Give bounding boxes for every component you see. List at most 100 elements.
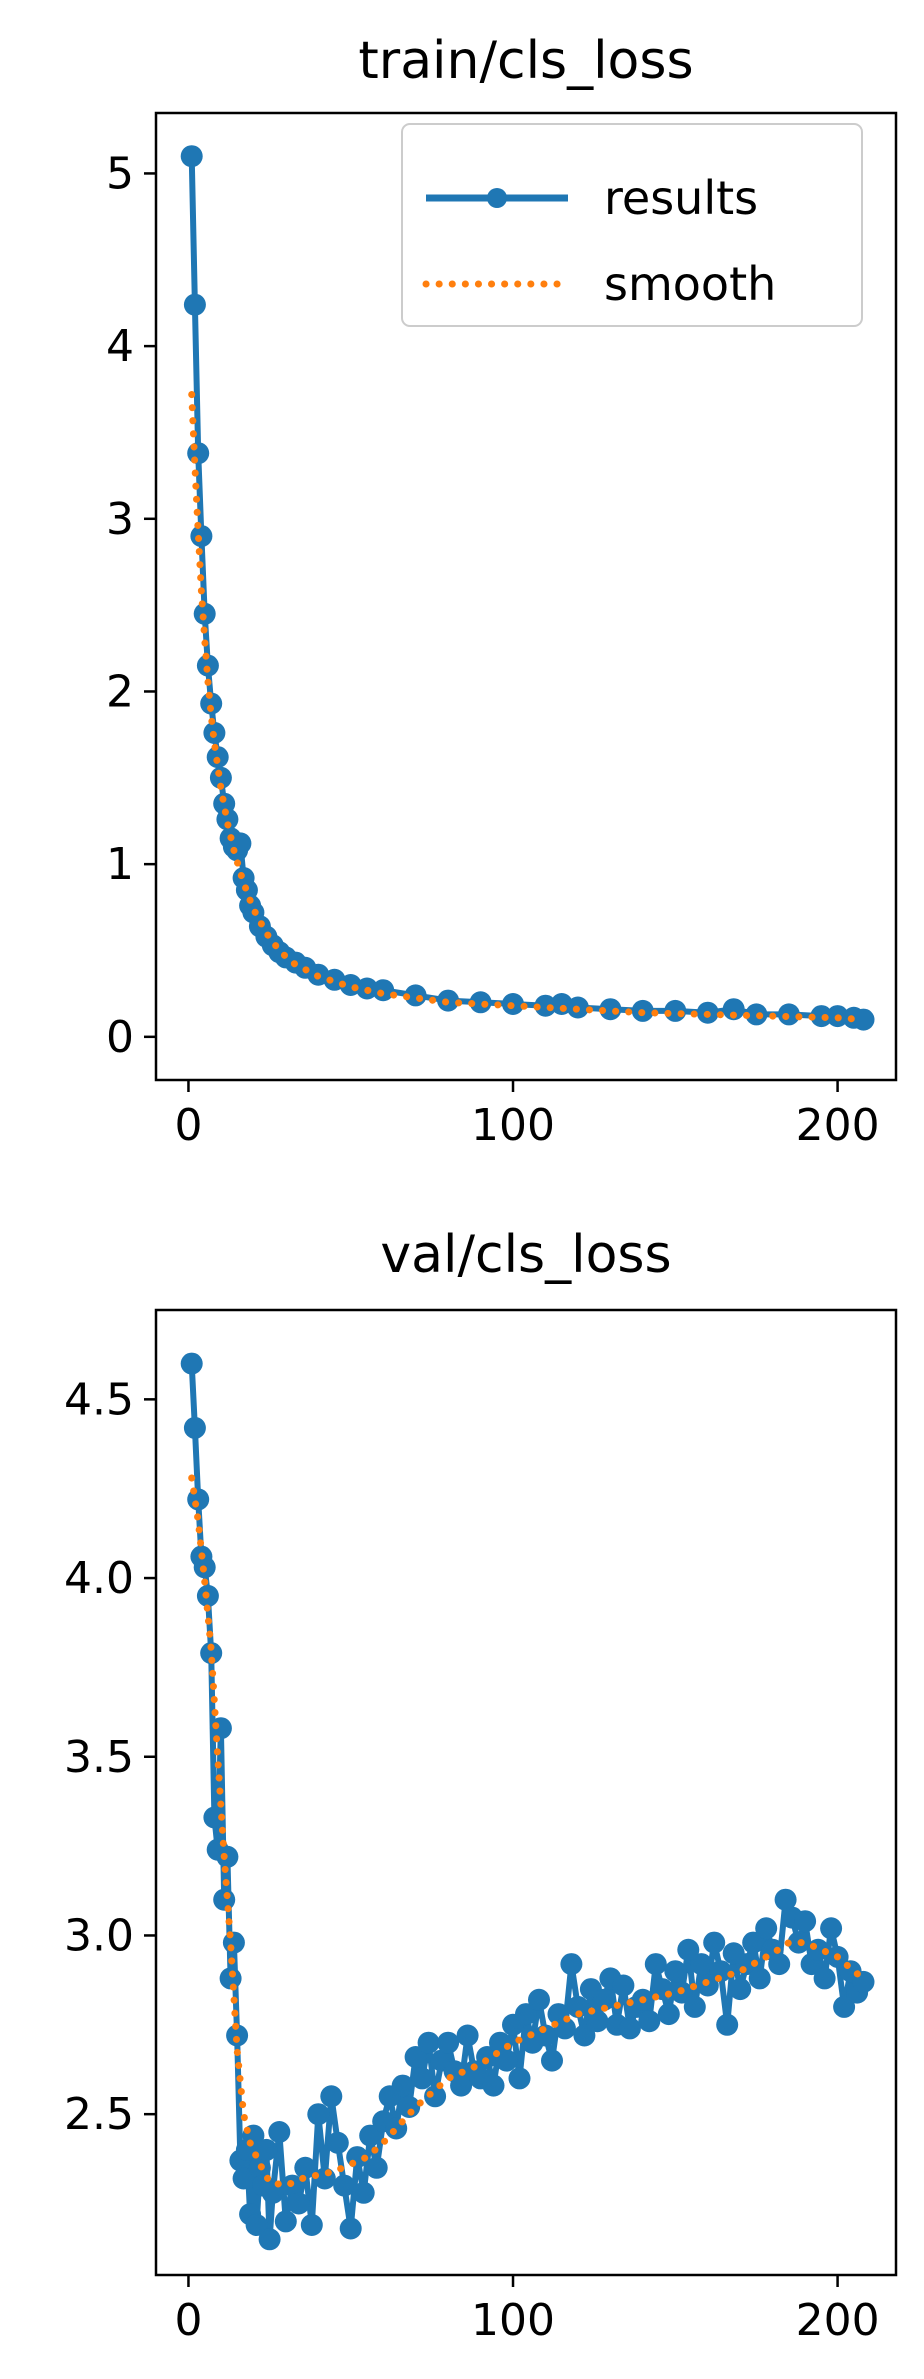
series-line-results [188,1363,867,2243]
series-layer [180,145,875,1031]
data-point [716,2013,739,2036]
data-point [709,1960,732,1983]
data-point [219,1967,242,1990]
data-point [768,1953,791,1976]
data-point [703,1931,726,1954]
data-point [258,2228,281,2251]
y-tick-label: 4.0 [64,1553,134,1604]
data-point [180,1352,203,1375]
data-point [722,998,745,1021]
data-point [664,1960,687,1983]
data-point [372,979,395,1002]
legend-box [401,123,863,327]
data-point [810,1005,833,1028]
x-tick-label: 200 [796,2295,880,2346]
data-point [287,2192,310,2215]
data-point [541,2049,563,2072]
plot-frame [154,1308,898,2277]
data-point [612,1974,635,1997]
data-point [644,1953,667,1976]
data-point [200,692,223,715]
data-point [437,2031,460,2054]
legend-marker-results [487,188,507,208]
data-point [482,2074,505,2097]
data-point [729,1978,752,2001]
data-point [391,2074,414,2097]
data-point [216,808,239,831]
data-point [183,1416,206,1439]
data-point [326,2131,349,2154]
chart-panel-val: val/cls_loss 2.5 3.0 3.5 4.0 4.5 0 100 200 [64,1225,898,2346]
data-point [774,1888,797,1911]
data-point [820,1917,843,1940]
data-point [203,1806,226,1829]
data-point [417,2031,440,2054]
data-point [365,2156,388,2179]
data-point [515,2003,537,2026]
data-point [755,1917,778,1940]
data-point [196,654,219,677]
data-point [748,1967,771,1990]
data-point [307,2103,330,2126]
data-point [794,1910,817,1933]
data-point [657,2003,680,2026]
legend: results smooth [401,123,863,327]
chart-title: val/cls_loss [380,1225,671,1285]
data-point [638,2010,661,2033]
y-tick-label: 5 [106,148,134,199]
data-point [232,2167,255,2190]
data-point [777,1003,800,1026]
y-tick-label: 4 [106,321,134,372]
y-tick-label: 0 [106,1012,134,1063]
data-point [683,1995,706,2018]
data-point [592,1988,615,2011]
series-line-smooth [188,391,867,1024]
legend-label-smooth: smooth [604,257,776,311]
data-point [476,2046,499,2068]
data-point [450,2074,473,2097]
data-point [180,145,203,168]
data-point [742,1931,765,1954]
legend-label-results: results [604,171,758,225]
data-point [553,2017,576,2040]
data-point [183,293,206,316]
data-point [404,2046,427,2068]
x-tick-label: 100 [471,2295,555,2346]
data-point [352,2181,375,2204]
series-smooth [188,1474,867,2190]
x-axis: 0 100 200 [174,2275,880,2346]
data-point [618,2017,641,2040]
data-point [255,2138,278,2161]
y-tick-label: 1 [106,839,134,890]
data-point [359,2124,382,2147]
series-line-smooth [188,1474,867,2190]
y-tick-label: 2 [106,666,134,717]
data-point [222,1931,245,1954]
data-point [245,2214,268,2236]
y-axis: 2.5 3.0 3.5 4.0 4.5 [64,1374,156,2140]
data-point [696,1974,719,1997]
legend-entry-results: results [426,171,758,225]
data-point [573,2024,596,2047]
data-point [586,2010,609,2033]
chart-panel-train: train/cls_loss 0 1 2 3 4 5 0 100 200 results sm… [106,31,898,1151]
y-axis: 0 1 2 3 4 5 [106,148,156,1063]
data-point [320,2085,343,2108]
chart-title: train/cls_loss [358,31,693,91]
series-results [180,1352,875,2251]
x-tick-label: 0 [174,1100,202,1151]
legend-entry-smooth: smooth [422,257,776,311]
data-point [339,2217,362,2240]
data-point [813,1967,836,1990]
y-tick-label: 3.5 [64,1732,134,1783]
data-point [852,1008,875,1031]
data-point [200,1642,223,1665]
series-smooth [188,391,867,1024]
data-point [690,1953,713,1976]
data-point [213,1888,236,1911]
y-tick-label: 4.5 [64,1374,134,1425]
x-tick-label: 200 [796,1100,880,1151]
series-layer [180,1352,875,2251]
data-point [187,442,210,465]
